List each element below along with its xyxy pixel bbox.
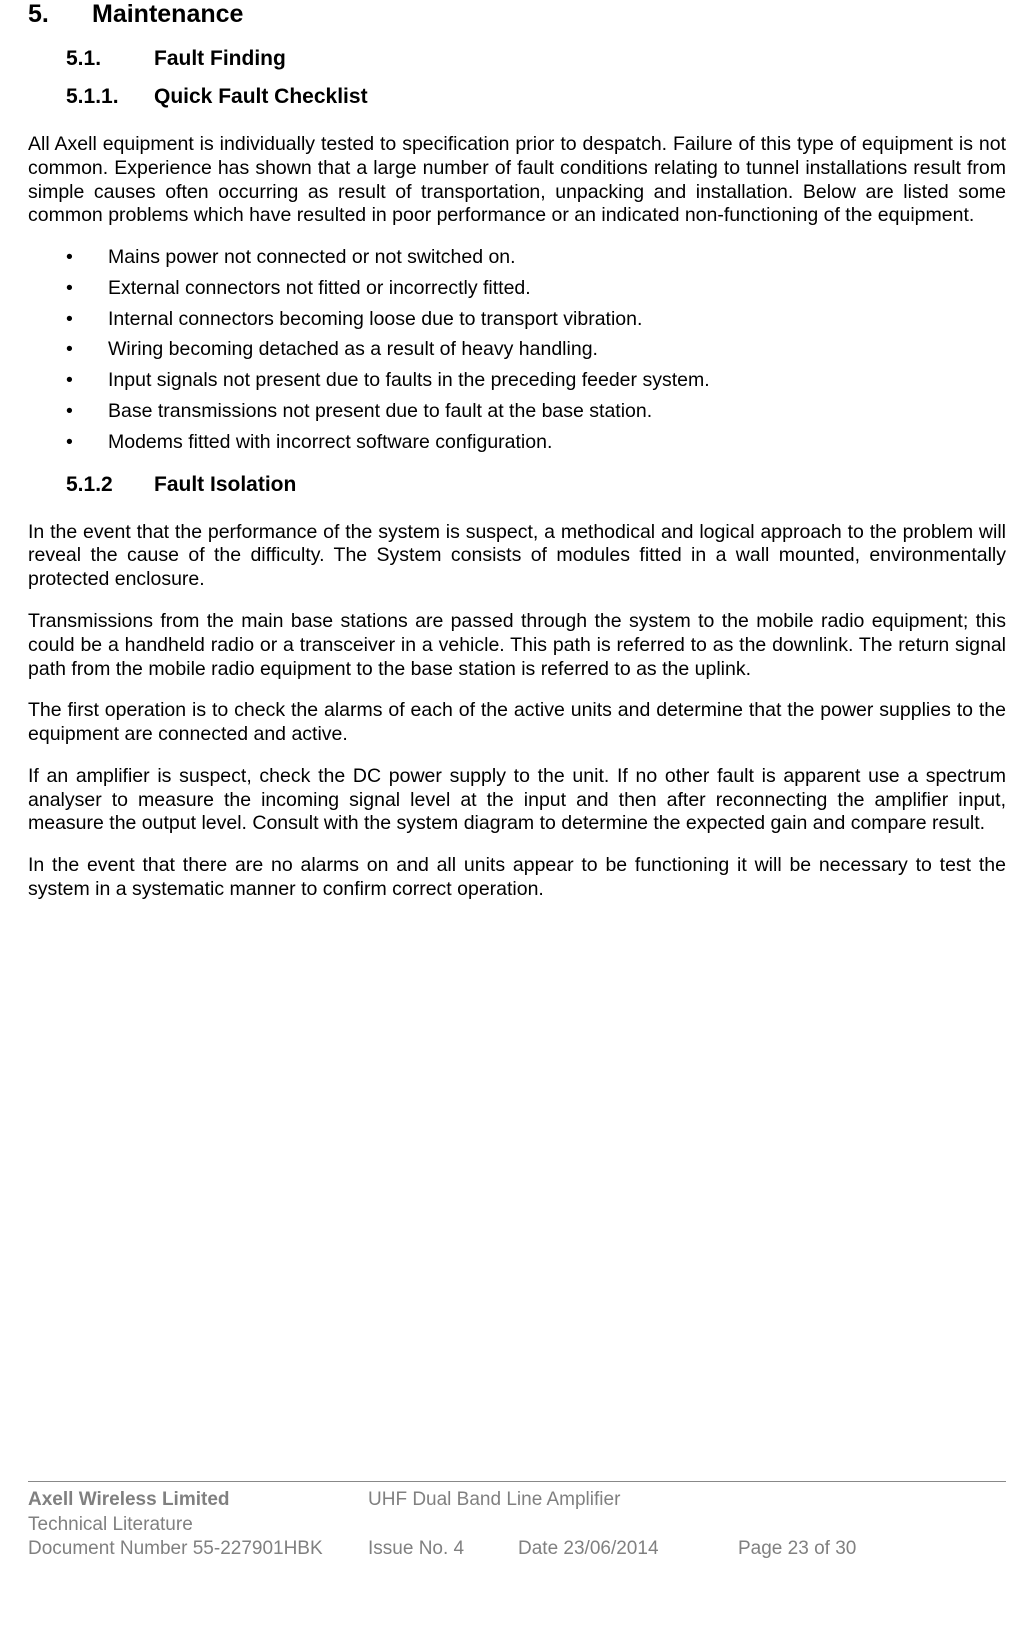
footer-product: UHF Dual Band Line Amplifier bbox=[368, 1488, 620, 1513]
bullet-icon: • bbox=[66, 277, 108, 301]
list-item: •Base transmissions not present due to f… bbox=[66, 400, 1006, 424]
page-footer: Axell Wireless Limited UHF Dual Band Lin… bbox=[28, 1481, 1006, 1562]
bullet-icon: • bbox=[66, 369, 108, 393]
list-item: •Mains power not connected or not switch… bbox=[66, 246, 1006, 270]
heading-quick-fault-checklist: 5.1.1.Quick Fault Checklist bbox=[66, 85, 1006, 109]
paragraph-isolation-4: If an amplifier is suspect, check the DC… bbox=[28, 765, 1006, 836]
bullet-icon: • bbox=[66, 400, 108, 424]
footer-row-1: Axell Wireless Limited UHF Dual Band Lin… bbox=[28, 1488, 1006, 1513]
list-item-text: Base transmissions not present due to fa… bbox=[108, 400, 652, 424]
bullet-icon: • bbox=[66, 308, 108, 332]
heading-fault-finding: 5.1.Fault Finding bbox=[66, 47, 1006, 71]
footer-date: Date 23/06/2014 bbox=[518, 1537, 738, 1562]
heading1-text: Maintenance bbox=[92, 0, 243, 28]
heading3-text: Quick Fault Checklist bbox=[154, 85, 368, 108]
bullet-icon: • bbox=[66, 246, 108, 270]
heading4-text: Fault Isolation bbox=[154, 473, 296, 496]
footer-company: Axell Wireless Limited bbox=[28, 1488, 368, 1513]
list-item-text: External connectors not fitted or incorr… bbox=[108, 277, 531, 301]
list-item-text: Wiring becoming detached as a result of … bbox=[108, 338, 598, 362]
footer-subtitle: Technical Literature bbox=[28, 1513, 368, 1538]
list-item: •Internal connectors becoming loose due … bbox=[66, 308, 1006, 332]
footer-docnum: Document Number 55-227901HBK bbox=[28, 1537, 368, 1562]
heading2-number: 5.1. bbox=[66, 47, 154, 71]
footer-divider bbox=[28, 1481, 1006, 1482]
heading-fault-isolation: 5.1.2Fault Isolation bbox=[66, 473, 1006, 497]
paragraph-isolation-2: Transmissions from the main base station… bbox=[28, 610, 1006, 681]
bullet-icon: • bbox=[66, 431, 108, 455]
footer-issue: Issue No. 4 bbox=[368, 1537, 518, 1562]
footer-row-2: Technical Literature bbox=[28, 1513, 1006, 1538]
heading3-number: 5.1.1. bbox=[66, 85, 154, 109]
heading1-number: 5. bbox=[28, 0, 92, 29]
bullet-icon: • bbox=[66, 338, 108, 362]
paragraph-isolation-5: In the event that there are no alarms on… bbox=[28, 854, 1006, 902]
footer-page: Page 23 of 30 bbox=[738, 1537, 1006, 1562]
fault-checklist: •Mains power not connected or not switch… bbox=[66, 246, 1006, 454]
heading2-text: Fault Finding bbox=[154, 47, 286, 70]
list-item-text: Internal connectors becoming loose due t… bbox=[108, 308, 642, 332]
list-item: •Wiring becoming detached as a result of… bbox=[66, 338, 1006, 362]
heading4-number: 5.1.2 bbox=[66, 473, 154, 497]
list-item-text: Mains power not connected or not switche… bbox=[108, 246, 516, 270]
paragraph-isolation-3: The first operation is to check the alar… bbox=[28, 699, 1006, 747]
paragraph-intro: All Axell equipment is individually test… bbox=[28, 133, 1006, 228]
footer-row-3: Document Number 55-227901HBK Issue No. 4… bbox=[28, 1537, 1006, 1562]
list-item-text: Modems fitted with incorrect software co… bbox=[108, 431, 552, 455]
list-item-text: Input signals not present due to faults … bbox=[108, 369, 710, 393]
list-item: •External connectors not fitted or incor… bbox=[66, 277, 1006, 301]
paragraph-isolation-1: In the event that the performance of the… bbox=[28, 521, 1006, 592]
heading-maintenance: 5.Maintenance bbox=[28, 0, 1006, 29]
list-item: •Input signals not present due to faults… bbox=[66, 369, 1006, 393]
list-item: •Modems fitted with incorrect software c… bbox=[66, 431, 1006, 455]
